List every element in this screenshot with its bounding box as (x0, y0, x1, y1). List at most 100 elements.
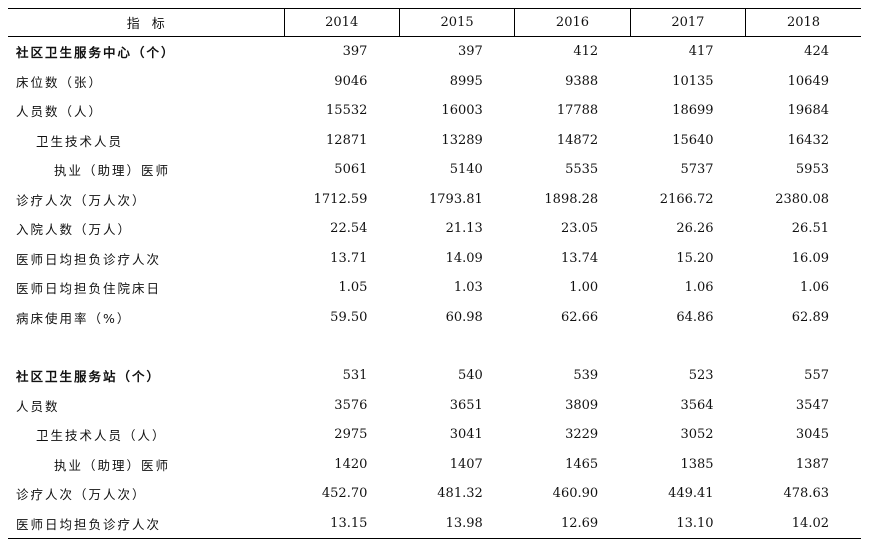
cell-value: 15640 (672, 132, 714, 148)
cell-value: 557 (804, 368, 829, 384)
row-label: 卫生技术人员（人） (36, 428, 167, 444)
cell-value: 1385 (680, 456, 714, 472)
cell-value: 8995 (449, 73, 483, 89)
cell-value: 3809 (565, 397, 599, 413)
cell-value: 14872 (556, 132, 599, 148)
cell-value: 13.15 (284, 508, 400, 539)
cell-value: 1407 (449, 456, 483, 472)
cell-value: 1.06 (684, 280, 714, 296)
table-row: 社区卫生服务中心（个） 397 397 412 417 424 (8, 37, 861, 67)
cell-value: 5535 (565, 162, 599, 178)
row-label: 卫生技术人员 (36, 133, 124, 149)
cell-value: 3576 (334, 397, 368, 413)
cell-value: 9046 (334, 73, 368, 89)
cell-value: 523 (688, 368, 714, 384)
cell-value: 26.26 (676, 221, 714, 237)
cell-value: 531 (342, 368, 368, 384)
cell-value: 452.70 (321, 486, 368, 502)
cell-value: 1.00 (569, 280, 599, 296)
cell-value: 18699 (672, 103, 714, 119)
cell-value: 22.54 (330, 221, 368, 237)
cell-value: 10649 (787, 73, 829, 89)
cell-value: 1793.81 (429, 191, 483, 207)
cell-value: 2380.08 (775, 191, 829, 207)
cell-value: 13.10 (630, 508, 746, 539)
table-row: 人员数 3576 3651 3809 3564 3547 (8, 391, 861, 421)
cell-value: 397 (457, 44, 483, 60)
table-row: 入院人数（万人） 22.54 21.13 23.05 26.26 26.51 (8, 214, 861, 244)
row-label: 入院人数（万人） (16, 222, 133, 238)
row-label: 诊疗人次（万人次） (16, 192, 147, 208)
cell-value: 3052 (680, 427, 714, 443)
cell-value: 13289 (441, 132, 483, 148)
cell-value: 540 (457, 368, 483, 384)
cell-value: 13.71 (330, 250, 368, 266)
cell-value: 424 (804, 44, 829, 60)
cell-value: 10135 (672, 73, 714, 89)
table-row: 社区卫生服务站（个） 531 540 539 523 557 (8, 361, 861, 391)
row-label: 执业（助理）医师 (54, 163, 171, 179)
cell-value: 5061 (334, 162, 368, 178)
cell-value: 26.51 (791, 221, 829, 237)
cell-value: 62.89 (791, 309, 829, 325)
year-header: 2016 (514, 8, 631, 37)
cell-value: 397 (342, 44, 368, 60)
cell-value: 3229 (565, 427, 599, 443)
row-label: 病床使用率（%） (16, 310, 132, 326)
cell-value: 1.06 (800, 280, 829, 296)
cell-value: 16432 (787, 132, 829, 148)
cell-value: 1387 (795, 456, 829, 472)
cell-value: 16.09 (791, 250, 829, 266)
section-spacer (8, 332, 861, 361)
table-row: 人员数（人） 15532 16003 17788 18699 19684 (8, 96, 861, 126)
cell-value: 9388 (565, 73, 599, 89)
cell-value: 15.20 (676, 250, 714, 266)
cell-value: 21.13 (445, 221, 483, 237)
cell-value: 449.41 (668, 486, 714, 502)
year-header: 2015 (398, 8, 515, 37)
cell-value: 13.98 (399, 508, 515, 539)
table-row: 医师日均担负住院床日 1.05 1.03 1.00 1.06 1.06 (8, 273, 861, 303)
header-row: 指标 2014 2015 2016 2017 2018 (8, 8, 861, 37)
cell-value: 5737 (680, 162, 714, 178)
cell-value: 3564 (680, 397, 714, 413)
cell-value: 59.50 (330, 309, 368, 325)
table-row: 执业（助理）医师 1420 1407 1465 1385 1387 (8, 450, 861, 480)
cell-value: 412 (573, 44, 599, 60)
cell-value: 3547 (795, 397, 829, 413)
statistics-table-container: 指标 2014 2015 2016 2017 2018 社区卫生服务中心（个） … (8, 8, 861, 539)
cell-value: 14.02 (745, 508, 861, 539)
table-row: 病床使用率（%） 59.50 60.98 62.66 64.86 62.89 (8, 303, 861, 333)
year-header: 2014 (283, 8, 400, 37)
spacer-cell (8, 332, 861, 361)
cell-value: 539 (573, 368, 599, 384)
cell-value: 1.05 (338, 280, 368, 296)
cell-value: 60.98 (445, 309, 483, 325)
cell-value: 3045 (795, 427, 829, 443)
table-row: 诊疗人次（万人次） 1712.59 1793.81 1898.28 2166.7… (8, 185, 861, 215)
cell-value: 14.09 (445, 250, 483, 266)
row-label: 社区卫生服务中心（个） (16, 45, 176, 61)
cell-value: 15532 (326, 103, 368, 119)
table-row: 卫生技术人员（人） 2975 3041 3229 3052 3045 (8, 420, 861, 450)
table-row: 床位数（张） 9046 8995 9388 10135 10649 (8, 67, 861, 97)
cell-value: 1.03 (453, 280, 483, 296)
cell-value: 16003 (441, 103, 483, 119)
indicator-header: 指标 (8, 8, 284, 37)
cell-value: 417 (688, 44, 714, 60)
row-label: 医师日均担负诊疗人次 (8, 508, 284, 539)
cell-value: 5953 (795, 162, 829, 178)
row-label: 人员数（人） (16, 104, 104, 120)
table-row: 卫生技术人员 12871 13289 14872 15640 16432 (8, 126, 861, 156)
row-label: 人员数 (16, 398, 60, 414)
cell-value: 2166.72 (659, 191, 714, 207)
table-row: 医师日均担负诊疗人次 13.15 13.98 12.69 13.10 14.02 (8, 508, 861, 539)
cell-value: 17788 (556, 103, 599, 119)
cell-value: 1465 (565, 456, 599, 472)
cell-value: 2975 (334, 427, 368, 443)
cell-value: 13.74 (560, 250, 599, 266)
cell-value: 12871 (326, 132, 368, 148)
cell-value: 3041 (449, 427, 483, 443)
cell-value: 12.69 (514, 508, 631, 539)
cell-value: 460.90 (552, 486, 599, 502)
